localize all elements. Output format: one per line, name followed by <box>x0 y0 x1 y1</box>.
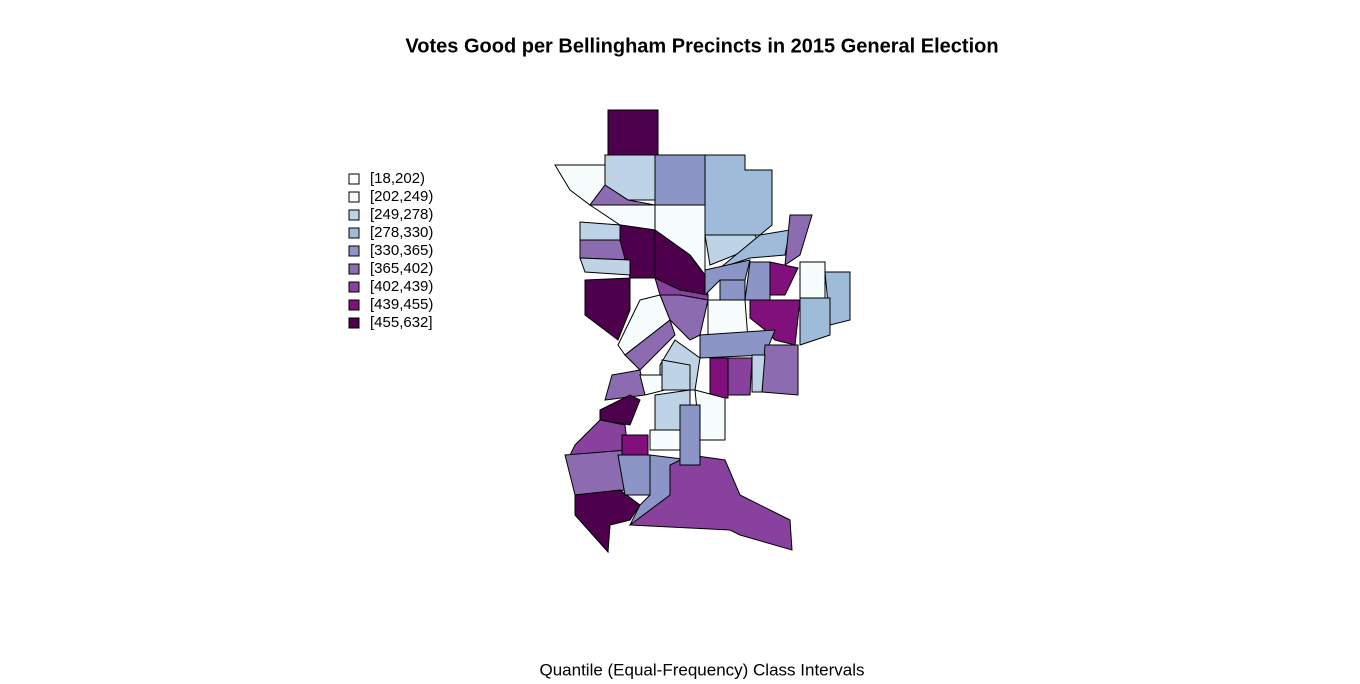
legend-swatch <box>348 209 360 221</box>
precinct <box>749 299 801 346</box>
legend-label: [278,330) <box>370 224 433 241</box>
precinct <box>584 277 631 341</box>
legend: [18,202)[202,249)[249,278)[278,330)[330,… <box>348 170 433 331</box>
precinct <box>744 261 771 301</box>
precinct <box>769 261 799 296</box>
legend-label: [330,365) <box>370 242 433 259</box>
legend-label: [365,402) <box>370 260 433 277</box>
precinct <box>574 489 641 554</box>
precinct <box>579 257 631 276</box>
legend-swatch <box>348 227 360 239</box>
legend-label: [249,278) <box>370 206 433 223</box>
legend-swatch <box>348 299 360 311</box>
legend-label: [455,632] <box>370 314 433 331</box>
precinct <box>624 319 676 371</box>
precinct <box>569 419 629 456</box>
legend-swatch <box>348 173 360 185</box>
legend-swatch <box>348 317 360 329</box>
precinct <box>599 394 641 426</box>
legend-label: [18,202) <box>370 170 425 187</box>
legend-label: [439,455) <box>370 296 433 313</box>
precinct <box>709 357 729 399</box>
precinct <box>799 297 831 346</box>
precinct <box>751 354 766 393</box>
precinct <box>661 359 691 391</box>
precinct <box>719 229 791 269</box>
precinct <box>579 221 621 241</box>
precinct <box>621 434 649 456</box>
legend-swatch <box>348 263 360 275</box>
title: Votes Good per Bellingham Precincts in 2… <box>405 35 998 57</box>
precinct-map <box>554 109 851 554</box>
precinct <box>679 404 701 466</box>
precinct <box>604 369 646 401</box>
legend-swatch <box>348 191 360 203</box>
precinct <box>639 374 666 396</box>
precinct <box>607 109 659 156</box>
precinct <box>799 261 826 301</box>
caption: Quantile (Equal-Frequency) Class Interva… <box>539 660 864 679</box>
legend-swatch <box>348 281 360 293</box>
precinct <box>761 344 799 396</box>
precinct <box>727 357 753 396</box>
precinct <box>719 279 746 301</box>
legend-label: [402,439) <box>370 278 433 295</box>
legend-label: [202,249) <box>370 188 433 205</box>
precinct <box>628 454 793 551</box>
precinct <box>704 259 751 297</box>
legend-swatch <box>348 245 360 257</box>
precinct <box>784 214 813 267</box>
precinct <box>704 154 773 236</box>
precinct <box>699 329 776 359</box>
